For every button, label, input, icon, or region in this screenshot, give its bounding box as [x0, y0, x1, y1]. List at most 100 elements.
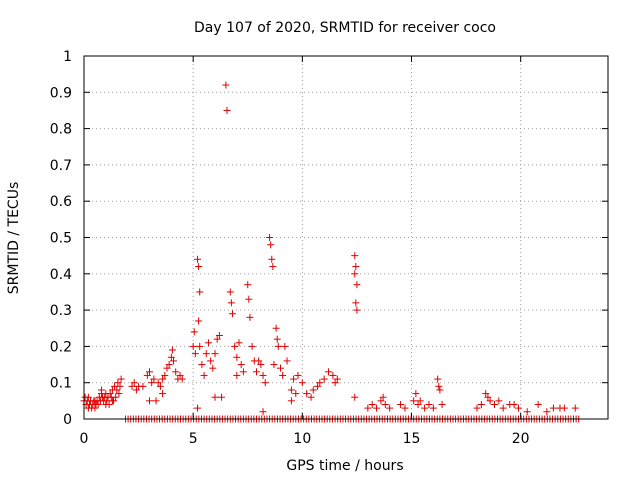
data-point	[213, 335, 221, 343]
y-tick-label: 0	[63, 412, 72, 428]
data-point	[215, 332, 223, 340]
data-point	[303, 390, 311, 398]
data-point	[377, 397, 385, 405]
data-point	[543, 408, 551, 416]
data-point	[198, 361, 206, 369]
data-point	[223, 106, 231, 114]
data-point	[163, 364, 171, 372]
data-point	[228, 310, 236, 318]
data-point	[257, 361, 265, 369]
data-point	[534, 400, 542, 408]
data-point	[353, 281, 361, 289]
data-point	[227, 299, 235, 307]
data-point	[412, 390, 420, 398]
data-point	[283, 357, 291, 365]
data-point	[269, 263, 277, 271]
data-point	[178, 375, 186, 383]
data-point	[233, 371, 241, 379]
data-point	[490, 400, 498, 408]
y-tick-label: 0.5	[50, 231, 72, 247]
data-point	[373, 404, 381, 412]
data-point	[190, 328, 198, 336]
data-point	[397, 400, 405, 408]
data-point	[274, 342, 282, 350]
data-point	[159, 390, 167, 398]
data-point	[167, 353, 175, 361]
data-point	[152, 397, 160, 405]
chart-title: Day 107 of 2020, SRMTID for receiver coc…	[194, 20, 496, 36]
x-tick-labels: 0 5 10 15 20	[80, 431, 530, 447]
data-point	[320, 375, 328, 383]
data-point	[325, 368, 333, 376]
data-point	[168, 346, 176, 354]
data-point	[484, 393, 492, 401]
data-point	[368, 400, 376, 408]
data-point	[207, 357, 215, 365]
data-point	[209, 364, 217, 372]
data-point	[218, 393, 226, 401]
data-point	[255, 357, 263, 365]
data-point	[351, 270, 359, 278]
x-tick-label: 5	[189, 431, 198, 447]
data-point	[571, 404, 579, 412]
data-point	[364, 404, 372, 412]
y-tick-label: 0.1	[50, 376, 72, 392]
data-point	[226, 288, 234, 296]
data-point	[486, 397, 494, 405]
y-tick-label: 0.6	[50, 194, 72, 210]
data-point	[351, 393, 359, 401]
data-point	[499, 404, 507, 412]
data-point	[154, 379, 162, 387]
data-point	[159, 375, 167, 383]
data-point	[281, 342, 289, 350]
data-point	[195, 263, 203, 271]
data-point	[314, 382, 322, 390]
y-tick-label: 1	[63, 49, 72, 65]
data-point	[333, 375, 341, 383]
data-point	[106, 390, 114, 398]
data-point	[84, 393, 92, 401]
data-point	[170, 357, 178, 365]
data-point	[97, 386, 105, 394]
axis-ticks	[83, 55, 608, 420]
x-axis-title: GPS time / hours	[286, 458, 403, 474]
data-point	[351, 252, 359, 260]
data-point	[270, 361, 278, 369]
data-point	[191, 350, 199, 358]
data-point	[352, 299, 360, 307]
data-point	[329, 371, 337, 379]
data-point	[266, 234, 274, 241]
data-point	[128, 382, 136, 390]
data-point	[156, 382, 164, 390]
data-point	[248, 342, 256, 350]
data-point	[277, 364, 284, 372]
data-point	[316, 379, 324, 387]
y-tick-label: 0.2	[50, 339, 72, 355]
data-point	[294, 371, 302, 379]
data-point	[114, 379, 122, 387]
data-point	[115, 390, 123, 398]
data-point	[410, 397, 418, 405]
data-point	[287, 397, 295, 405]
data-point	[331, 379, 339, 387]
data-point	[196, 288, 204, 296]
data-point	[549, 404, 557, 412]
data-point	[102, 400, 110, 408]
data-point	[94, 400, 102, 408]
data-point	[132, 386, 140, 394]
y-tick-label: 0.4	[50, 267, 72, 283]
x-tick-label: 10	[293, 431, 311, 447]
data-point	[386, 404, 394, 412]
data-point	[425, 400, 433, 408]
data-point	[252, 368, 260, 376]
data-point	[379, 393, 387, 401]
data-point	[235, 339, 243, 347]
data-point	[130, 379, 138, 387]
data-point	[279, 371, 287, 379]
data-point	[172, 368, 180, 376]
data-point	[245, 295, 253, 303]
data-point	[259, 371, 267, 379]
data-point	[414, 400, 422, 408]
data-point	[194, 404, 202, 412]
